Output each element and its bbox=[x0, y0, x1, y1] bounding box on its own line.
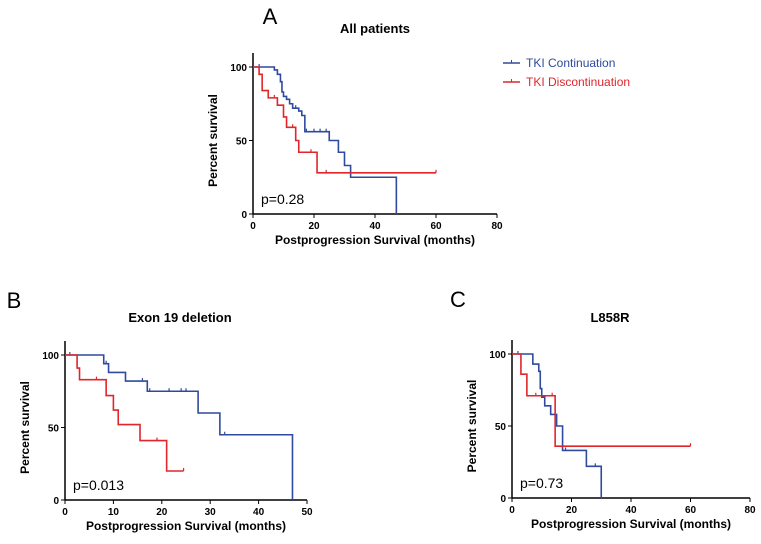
x-axis-label: Postprogression Survival (months) bbox=[531, 517, 731, 531]
legend: TKI Continuation TKI Discontinuation bbox=[503, 56, 630, 89]
legend-label: TKI Continuation bbox=[526, 56, 615, 70]
x-tick-label: 30 bbox=[205, 507, 217, 518]
x-tick-label: 60 bbox=[685, 505, 697, 516]
p-value: p=0.013 bbox=[73, 477, 124, 493]
survival-curve-continuation bbox=[65, 354, 294, 500]
panel-B: B Exon 19 deletion 0 10 20 30 40 50 0 50 100 Postpr… bbox=[7, 288, 313, 533]
survival-curve-continuation bbox=[253, 66, 398, 214]
x-tick-label: 40 bbox=[369, 221, 381, 232]
panel-label: C bbox=[450, 287, 466, 312]
survival-curve-discontinuation bbox=[253, 66, 436, 174]
y-tick-label: 0 bbox=[241, 210, 247, 221]
panel-label: B bbox=[7, 288, 22, 313]
x-tick-label: 0 bbox=[250, 221, 256, 232]
y-tick-label: 50 bbox=[48, 424, 60, 435]
x-tick-label: 60 bbox=[430, 221, 442, 232]
panel-label: A bbox=[263, 4, 278, 29]
survival-curve-discontinuation bbox=[512, 353, 691, 447]
chart-title: Exon 19 deletion bbox=[128, 310, 231, 325]
x-tick-label: 10 bbox=[108, 507, 120, 518]
x-axis-label: Postprogression Survival (months) bbox=[86, 519, 286, 533]
x-tick-label: 40 bbox=[253, 507, 265, 518]
chart-title: All patients bbox=[340, 21, 410, 36]
y-tick-label: 100 bbox=[489, 350, 506, 361]
p-value: p=0.28 bbox=[261, 191, 304, 207]
x-tick-label: 50 bbox=[301, 507, 313, 518]
x-tick-label: 0 bbox=[62, 507, 68, 518]
y-tick-label: 100 bbox=[42, 351, 59, 362]
p-value: p=0.73 bbox=[520, 475, 563, 491]
y-axis-label: Percent survival bbox=[18, 381, 32, 474]
x-tick-label: 0 bbox=[509, 505, 515, 516]
survival-curve-discontinuation bbox=[65, 354, 184, 472]
x-tick-label: 20 bbox=[156, 507, 168, 518]
x-tick-label: 20 bbox=[566, 505, 578, 516]
y-axis-label: Percent survival bbox=[206, 94, 220, 187]
legend-label: TKI Discontinuation bbox=[526, 75, 630, 89]
x-axis-label: Postprogression Survival (months) bbox=[275, 233, 475, 247]
x-tick-label: 80 bbox=[491, 221, 503, 232]
y-tick-label: 50 bbox=[495, 422, 507, 433]
chart-title: L858R bbox=[590, 310, 630, 325]
y-axis-label: Percent survival bbox=[465, 380, 479, 473]
y-tick-label: 0 bbox=[500, 494, 506, 505]
y-tick-label: 0 bbox=[53, 496, 59, 507]
panel-A: A All patients 0 20 40 60 80 0 50 100 Postprogress… bbox=[206, 4, 503, 247]
x-tick-label: 20 bbox=[308, 221, 320, 232]
survival-curve-continuation bbox=[512, 353, 603, 498]
x-tick-label: 80 bbox=[744, 505, 756, 516]
y-tick-label: 50 bbox=[236, 137, 248, 148]
x-tick-label: 40 bbox=[625, 505, 637, 516]
panel-C: C L858R 0 20 40 60 80 0 50 100 Postprogression Sur… bbox=[450, 287, 756, 531]
y-tick-label: 100 bbox=[230, 63, 247, 74]
